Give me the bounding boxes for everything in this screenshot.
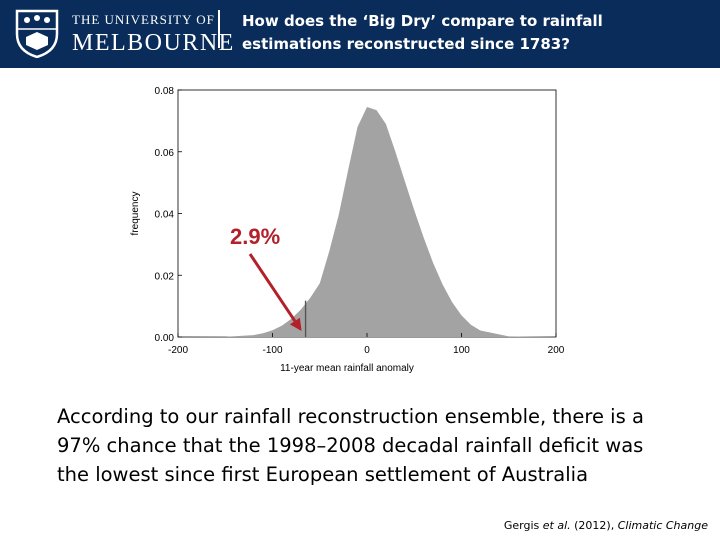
citation-journal: Climatic Change [617, 519, 708, 532]
x-tick-label: -100 [262, 345, 282, 356]
citation-etal: et al. [542, 519, 571, 532]
logo-text-line1: THE UNIVERSITY OF [72, 12, 215, 27]
y-tick-label: 0.00 [155, 333, 175, 344]
body-line-2: 97% chance that the 1998–2008 decadal ra… [57, 434, 644, 457]
y-tick-label: 0.02 [155, 271, 175, 282]
x-axis-label: 11-year mean rainfall anomaly [280, 363, 414, 374]
x-tick-label: 200 [548, 345, 565, 356]
frequency-distribution-chart: -200 -100 0 100 200 0.00 0.02 0.04 0.06 0.08 11-… [122, 74, 584, 388]
body-paragraph: According to our rainfall reconstruction… [57, 402, 707, 489]
x-tick-label: 0 [364, 345, 370, 356]
university-crest-icon [15, 9, 59, 58]
page-title-line1: How does the ‘Big Dry’ compare to rainfa… [242, 12, 603, 30]
logo-divider [218, 10, 220, 48]
citation-year: (2012), [570, 519, 618, 532]
x-tick-label: 100 [453, 345, 470, 356]
body-line-1: According to our rainfall reconstruction… [57, 405, 644, 428]
page-title: How does the ‘Big Dry’ compare to rainfa… [242, 10, 712, 56]
x-tick-label: -200 [168, 345, 188, 356]
citation: Gergis et al. (2012), Climatic Change [504, 519, 708, 532]
y-tick-label: 0.06 [155, 148, 175, 159]
page-title-line2: estimations reconstructed since 1783? [242, 35, 570, 53]
header-bar: THE UNIVERSITY OF MELBOURNE How does the… [0, 0, 720, 68]
body-line-3: the lowest since first European settleme… [57, 463, 589, 486]
percentage-annotation: 2.9% [230, 224, 280, 249]
citation-authors: Gergis [503, 519, 543, 532]
annotation-arrowhead-icon [289, 317, 302, 331]
distribution-area [178, 107, 556, 337]
annotation-arrow [248, 253, 297, 322]
y-tick-label: 0.04 [155, 210, 175, 221]
y-axis-label: frequency [130, 192, 141, 236]
logo-text-line2: MELBOURNE [72, 30, 235, 56]
y-tick-label: 0.08 [155, 86, 175, 97]
